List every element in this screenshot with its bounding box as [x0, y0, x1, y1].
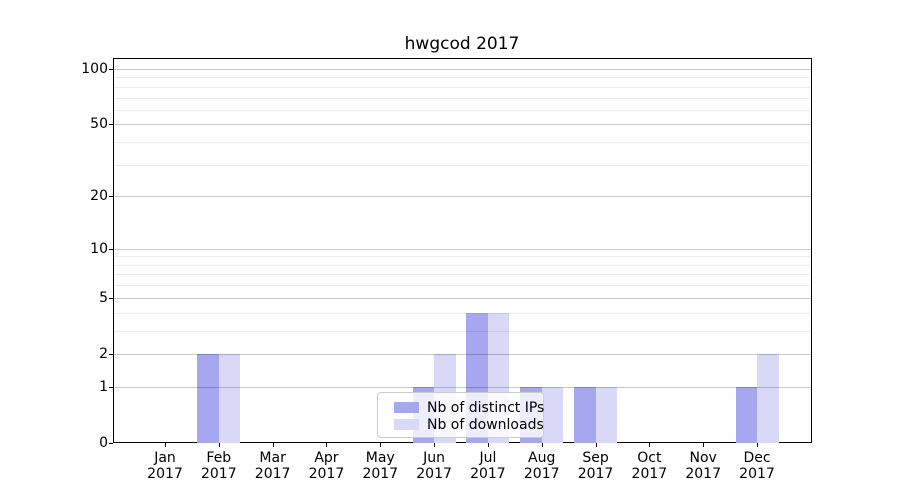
y-tick-label: 50 — [90, 116, 108, 133]
legend-swatch-downloads-icon — [394, 419, 419, 430]
major-gridline — [113, 353, 812, 355]
x-tick-label: May 2017 — [362, 450, 399, 482]
x-tick-label: Aug 2017 — [523, 450, 560, 482]
x-tick-mark — [541, 443, 543, 447]
x-tick-label: Sep 2017 — [577, 450, 614, 482]
minor-gridline — [113, 109, 812, 111]
major-gridline — [113, 69, 812, 70]
x-tick-mark — [703, 443, 705, 447]
minor-gridline — [113, 312, 812, 314]
y-tick-mark — [109, 196, 113, 198]
bar-downloads — [541, 386, 564, 443]
minor-gridline — [113, 264, 812, 266]
bar-distinct-ips — [574, 386, 596, 443]
x-tick-mark — [380, 443, 382, 447]
y-tick-label: 2 — [99, 345, 108, 362]
y-tick-mark — [109, 297, 113, 299]
y-tick-mark — [109, 353, 113, 355]
chart-title: hwgcod 2017 — [404, 34, 520, 54]
y-tick-label: 0 — [99, 435, 108, 451]
x-tick-label: Apr 2017 — [308, 450, 345, 482]
major-gridline — [113, 297, 812, 299]
x-tick-label: Nov 2017 — [685, 450, 721, 482]
minor-gridline — [113, 77, 812, 79]
minor-gridline — [113, 330, 812, 332]
bar-distinct-ips — [735, 386, 757, 443]
x-tick-mark — [218, 443, 220, 447]
x-tick-label: Dec 2017 — [739, 450, 775, 482]
y-tick-mark — [109, 69, 113, 70]
x-tick-mark — [165, 443, 166, 447]
x-tick-label: Mar 2017 — [254, 450, 291, 482]
minor-gridline — [113, 164, 812, 166]
y-tick-label: 1 — [99, 378, 108, 395]
minor-gridline — [113, 274, 812, 276]
x-tick-mark — [757, 443, 758, 447]
legend-label-distinct-ips: Nb of distinct IPs — [427, 399, 545, 416]
x-tick-mark — [487, 443, 489, 447]
minor-gridline — [113, 285, 812, 287]
x-tick-label: Jan 2017 — [147, 450, 183, 482]
y-tick-label: 5 — [99, 289, 108, 306]
legend-swatch-distinct-ips-icon — [394, 402, 419, 413]
minor-gridline — [113, 256, 812, 258]
legend-item-downloads: Nb of downloads — [394, 416, 544, 433]
bar-downloads — [218, 353, 241, 443]
x-tick-label: Feb 2017 — [200, 450, 237, 482]
major-gridline — [113, 248, 812, 250]
major-gridline — [113, 196, 812, 198]
x-tick-label: Jun 2017 — [416, 450, 452, 482]
x-tick-mark — [434, 443, 436, 447]
x-tick-label: Jul 2017 — [470, 450, 506, 482]
legend-label-downloads: Nb of downloads — [427, 416, 544, 433]
x-tick-label: Oct 2017 — [631, 450, 668, 482]
x-tick-mark — [272, 443, 274, 447]
legend: Nb of distinct IPs Nb of downloads — [377, 392, 544, 438]
legend-item-distinct-ips: Nb of distinct IPs — [394, 399, 545, 416]
bar-downloads — [757, 353, 779, 443]
y-tick-mark — [109, 248, 113, 250]
y-tick-mark — [109, 386, 113, 388]
y-tick-mark — [109, 124, 113, 126]
y-tick-mark — [109, 443, 113, 444]
bar-distinct-ips — [197, 353, 219, 443]
x-tick-mark — [326, 443, 328, 447]
minor-gridline — [113, 86, 812, 88]
y-tick-label: 10 — [90, 240, 108, 257]
y-tick-label: 100 — [81, 61, 108, 77]
major-gridline — [113, 386, 812, 388]
minor-gridline — [113, 97, 812, 99]
bar-downloads — [595, 386, 618, 443]
major-gridline — [113, 124, 812, 126]
minor-gridline — [113, 142, 812, 144]
y-tick-label: 20 — [90, 188, 108, 205]
x-tick-mark — [649, 443, 651, 447]
x-tick-mark — [595, 443, 597, 447]
